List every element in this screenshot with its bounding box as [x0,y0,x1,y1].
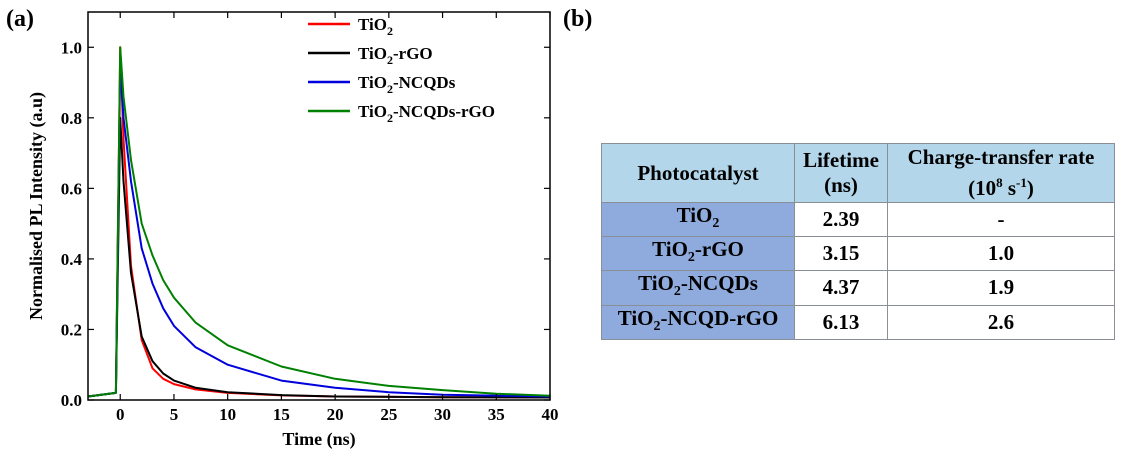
legend-entry-3: TiO2-NCQDs-rGO [358,102,495,125]
table-row: TiO2-NCQDs 4.37 1.9 [601,270,1115,306]
series-line-1 [87,116,551,399]
header-rate-line1: Charge-transfer rate [907,145,1095,169]
lifetime-cell: 4.37 [794,270,888,306]
x-tick-label: 25 [380,405,397,424]
series-line-2 [87,63,551,398]
pl-decay-chart: 0 5 10 15 20 25 30 35 40 0.0 0.2 0.4 0.6 0.8 1.0 Time (… [26,11,559,449]
lifetime-cell: 6.13 [794,304,888,340]
lifetime-cell: 3.15 [794,236,888,272]
plot-frame [87,11,551,401]
series-line-3 [87,46,551,398]
lifetime-table: Photocatalyst Lifetime (ns) Charge-trans… [601,143,1115,340]
x-tick-label: 30 [434,405,451,424]
y-tick-label: 0.2 [61,320,82,339]
series-line-0 [87,46,550,399]
x-axis-label: Time (ns) [282,429,355,449]
y-tick-label: 0.0 [61,391,82,410]
y-tick-label: 0.8 [61,109,82,128]
lifetime-cell: 2.39 [794,201,888,238]
legend-entry-1: TiO2-rGO [358,44,433,67]
table-row: TiO2-NCQD-rGO 6.13 2.6 [601,304,1115,340]
table-row: TiO2-rGO 3.15 1.0 [601,236,1115,272]
photocatalyst-cell: TiO2 [601,201,795,238]
header-charge-transfer-rate: Charge-transfer rate (108 s-1) [887,143,1115,203]
x-tick-label: 35 [488,405,505,424]
rate-cell: 2.6 [887,304,1115,340]
photocatalyst-cell: TiO2-rGO [601,236,795,272]
y-tick-label: 0.6 [61,179,82,198]
x-tick-label: 10 [219,405,236,424]
legend-entry-2: TiO2-NCQDs [358,73,456,96]
rate-cell: 1.9 [887,270,1115,306]
x-tick-label: 15 [273,405,290,424]
y-axis-label: Normalised PL Intensity (a.u) [26,92,47,320]
header-rate-unit: (108 s-1) [968,175,1034,200]
x-tick-label: 5 [170,405,179,424]
panel-b-label: (b) [563,6,593,32]
x-tick-label: 0 [116,405,125,424]
table-header-row: Photocatalyst Lifetime (ns) Charge-trans… [601,143,1115,203]
x-tick-label: 40 [542,405,559,424]
header-lifetime-line2: (ns) [824,173,858,197]
rate-cell: 1.0 [887,236,1115,272]
y-tick-label: 1.0 [61,38,82,57]
x-tick-label: 20 [327,405,344,424]
legend-entry-0: TiO2 [358,15,393,38]
table-row: TiO2 2.39- [601,201,1115,238]
header-photocatalyst: Photocatalyst [601,143,795,203]
header-lifetime: Lifetime (ns) [794,143,888,203]
photocatalyst-cell: TiO2-NCQD-rGO [601,304,795,340]
rate-cell: - [887,201,1115,238]
header-lifetime-line1: Lifetime [803,148,879,172]
photocatalyst-cell: TiO2-NCQDs [601,270,795,306]
panel-a-label: (a) [6,6,34,32]
y-tick-label: 0.4 [61,250,83,269]
